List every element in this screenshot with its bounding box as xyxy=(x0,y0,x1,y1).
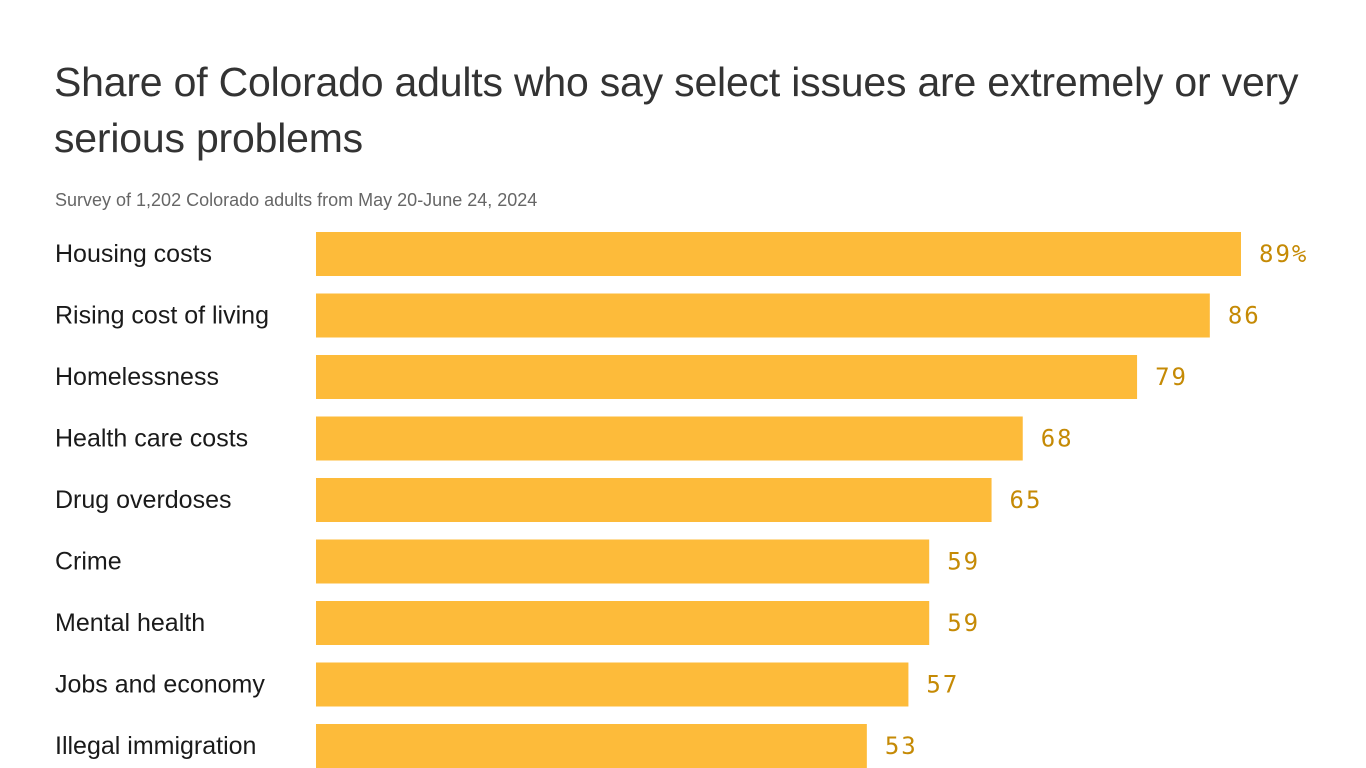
bar-homelessness xyxy=(316,355,1138,399)
bar-health-care-costs xyxy=(316,416,1023,461)
bar-mental-health xyxy=(316,601,930,645)
bar-housing-costs xyxy=(316,232,1241,276)
category-label-health-care-costs: Health care costs xyxy=(55,425,248,453)
category-label-rising-cost-of-living: Rising cost of living xyxy=(55,302,269,330)
value-label-illegal-immigration: 53 xyxy=(885,732,918,760)
bar-crime xyxy=(316,539,930,584)
bar-rising-cost-of-living xyxy=(316,293,1210,338)
bar-jobs-and-economy xyxy=(316,662,909,707)
value-label-jobs-and-economy: 57 xyxy=(926,671,959,699)
value-label-drug-overdoses: 65 xyxy=(1010,486,1043,514)
value-label-mental-health: 59 xyxy=(947,609,980,637)
chart-title: Share of Colorado adults who say select … xyxy=(54,59,1299,161)
value-label-health-care-costs: 68 xyxy=(1041,425,1074,453)
bar-illegal-immigration xyxy=(316,724,867,768)
category-label-drug-overdoses: Drug overdoses xyxy=(55,486,231,514)
category-label-housing-costs: Housing costs xyxy=(55,240,212,268)
value-label-housing-costs: 89% xyxy=(1259,240,1308,268)
category-label-jobs-and-economy: Jobs and economy xyxy=(55,671,265,699)
bar-drug-overdoses xyxy=(316,478,992,522)
value-label-rising-cost-of-living: 86 xyxy=(1228,302,1261,330)
chart-subtitle: Survey of 1,202 Colorado adults from May… xyxy=(55,190,538,210)
category-label-homelessness: Homelessness xyxy=(55,363,219,391)
category-label-illegal-immigration: Illegal immigration xyxy=(55,732,256,760)
category-label-mental-health: Mental health xyxy=(55,609,205,637)
value-label-crime: 59 xyxy=(947,548,980,576)
category-label-crime: Crime xyxy=(55,548,122,576)
value-label-homelessness: 79 xyxy=(1155,363,1188,391)
